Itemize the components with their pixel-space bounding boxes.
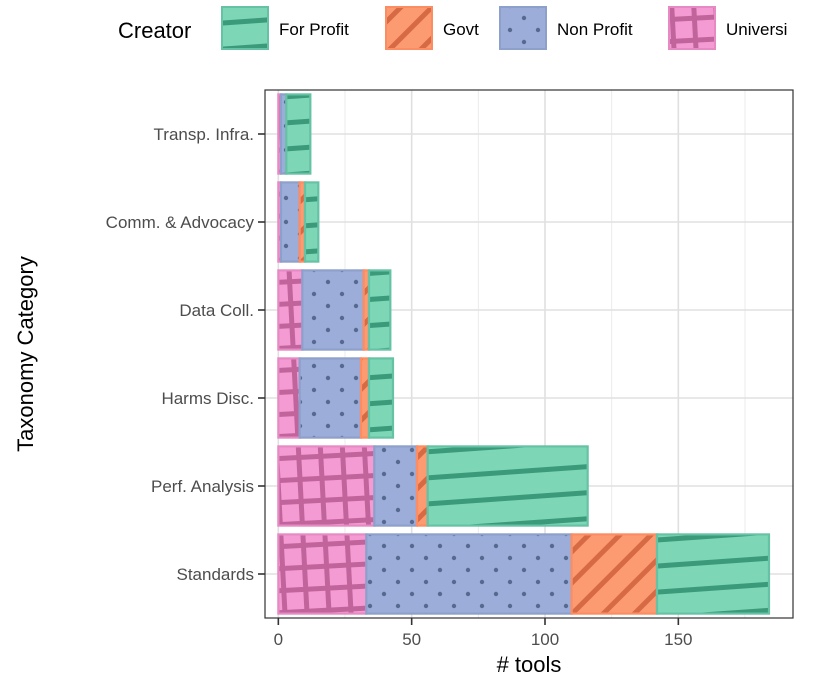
- y-tick-label: Transp. Infra.: [154, 125, 254, 144]
- legend-key: [499, 6, 547, 50]
- bar-segment: [365, 533, 573, 615]
- x-axis-title: # tools: [497, 652, 562, 677]
- x-tick-label: 0: [274, 630, 283, 649]
- bar-segment: [301, 269, 365, 351]
- bar-segment: [655, 533, 771, 615]
- y-axis-title: Taxonomy Category: [13, 256, 38, 452]
- bar-segment: [415, 445, 429, 527]
- y-tick-label: Standards: [177, 565, 255, 584]
- y-axis: Transp. Infra. Comm. & Advocacy Data Coll.…: [106, 125, 265, 584]
- bar-segment: [570, 533, 659, 615]
- y-tick-label: Comm. & Advocacy: [106, 213, 255, 232]
- bar-segment: [367, 357, 395, 439]
- bar-segment: [303, 181, 320, 263]
- panel-background: [265, 90, 793, 618]
- bars: [277, 93, 771, 615]
- legend-title: Creator: [118, 18, 191, 43]
- bar-segment: [277, 533, 368, 615]
- bar-segment: [367, 269, 392, 351]
- x-tick-label: 50: [402, 630, 421, 649]
- bar-segment: [298, 357, 363, 439]
- x-tick-label: 150: [664, 630, 692, 649]
- legend: Creator For Profit Govt Non Profit Universi: [118, 6, 787, 50]
- bar-segment: [373, 445, 419, 527]
- legend-label: Universi: [726, 20, 787, 39]
- y-tick-label: Data Coll.: [179, 301, 254, 320]
- legend-key: [668, 6, 716, 50]
- legend-key: [385, 6, 433, 50]
- panel-border: [264, 89, 794, 619]
- bar-segment: [279, 181, 301, 263]
- bar-segment: [277, 357, 301, 439]
- bar-segment: [426, 445, 589, 527]
- grid: [265, 90, 793, 618]
- y-tick-label: Perf. Analysis: [151, 477, 254, 496]
- y-tick-label: Harms Disc.: [161, 389, 254, 408]
- x-axis: 0 50 100 150: [274, 618, 693, 649]
- legend-label: Non Profit: [557, 20, 633, 39]
- legend-key: [221, 6, 269, 50]
- x-tick-label: 100: [531, 630, 559, 649]
- bar-segment: [277, 269, 304, 351]
- legend-label: Govt: [443, 20, 479, 39]
- bar-segment: [277, 445, 376, 527]
- bar-segment: [285, 93, 312, 175]
- bar-segment: [359, 357, 371, 439]
- legend-label: For Profit: [279, 20, 349, 39]
